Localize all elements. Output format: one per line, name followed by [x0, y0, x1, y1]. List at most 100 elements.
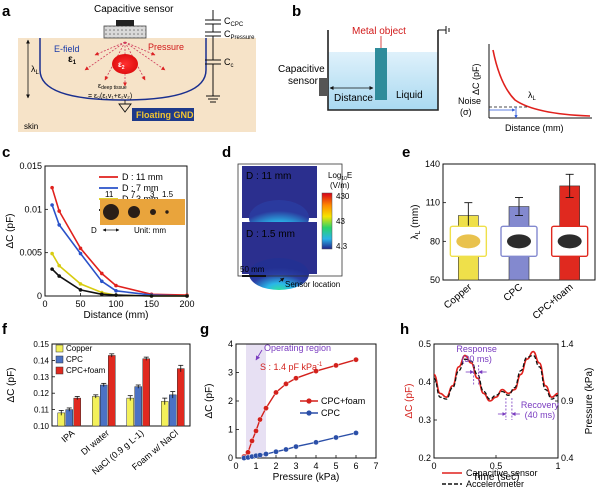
sample-disc	[103, 204, 119, 220]
capacitive-sensor-block	[319, 78, 328, 96]
decay-curve	[492, 49, 591, 117]
y-axis-label: λL (mm)	[410, 204, 422, 239]
panel-letter: h	[400, 321, 409, 338]
sensitivity-exponent: -1	[317, 362, 323, 368]
sample-disc-icon	[456, 234, 481, 249]
x-tick-label: 0	[42, 299, 47, 309]
mini-plot-xlabel: Distance (mm)	[505, 123, 564, 133]
scale-bar-label: 50 mm	[240, 265, 265, 274]
data-point	[50, 185, 54, 190]
inset-number: 11	[105, 190, 114, 199]
c-pressure-label: CPressure	[224, 29, 255, 41]
data-point	[313, 368, 319, 374]
legend-label: Copper	[66, 344, 93, 353]
colorbar	[321, 192, 333, 250]
category-label: IPA	[60, 428, 77, 445]
panel-b: b Metal object Capacitive sensor Distanc…	[278, 3, 592, 133]
y-tick-label: 0.4	[418, 377, 431, 387]
top-distance-label: D : 11 mm	[246, 171, 291, 182]
data-point	[283, 381, 289, 387]
panel-letter: g	[200, 321, 209, 338]
data-point	[57, 223, 61, 227]
y-tick-label: 4	[228, 339, 233, 349]
bar	[92, 396, 100, 427]
x-tick-label: 3	[293, 461, 298, 471]
x-tick-label: 1	[253, 461, 258, 471]
y-right-axis-label: Pressure (kPa)	[584, 368, 595, 435]
y-axis-label-sub: L	[415, 231, 422, 235]
x-tick-label: 100	[108, 299, 123, 309]
x-tick-label: 4	[313, 461, 318, 471]
sample-disc-icon	[557, 234, 582, 249]
chart-g: 0 1 2 3 4 0 1 2 3 4 5 6 7 CPC+foam CPC Operating region…	[204, 339, 379, 483]
c-c-label: Cc	[224, 57, 234, 69]
x-tick-label: 0	[233, 461, 238, 471]
colorbar-unit: (V/m)	[330, 181, 350, 190]
data-point	[263, 405, 269, 411]
data-point	[353, 356, 359, 363]
panel-a: a Capacitive sensor ε2 ε1 E-field Pressu…	[2, 3, 256, 132]
x-axis-label: Distance (mm)	[83, 310, 148, 321]
x-tick-label: 150	[144, 299, 159, 309]
data-point	[333, 362, 339, 369]
chart-e: 50 80 110 140 Copper CPC CPC+foam λL (mm)	[410, 159, 596, 322]
bar	[73, 397, 81, 427]
operating-region	[246, 344, 266, 458]
data-point	[57, 263, 61, 268]
noise-label: Noise	[458, 96, 481, 106]
data-point	[273, 448, 279, 455]
panel-letter: a	[2, 3, 11, 20]
data-point	[257, 416, 263, 423]
y-tick-label: 50	[430, 275, 440, 285]
y-tick-label: 80	[430, 236, 440, 246]
sensor-label: Capacitive	[278, 64, 325, 75]
efield-boundary	[39, 38, 207, 101]
x-tick-label: 200	[179, 299, 194, 309]
y-axis-label-symbol: λ	[410, 235, 421, 240]
y-tick-label: 0	[37, 291, 42, 301]
panel-g: g 0 1 2 3 4 0 1 2 3 4 5 6 7 CPC+foam CPC Operating regi…	[200, 321, 379, 483]
eps2-label: ε2	[118, 60, 125, 71]
recovery-label: Recovery	[521, 400, 560, 410]
lambda-label: λL	[528, 90, 537, 102]
eps-deep-formula: = ε₀(ε₁v₁+ε₂v₂)	[88, 93, 132, 100]
legend-swatch	[55, 344, 64, 353]
y-tick-label: 3	[228, 368, 233, 378]
data-point	[263, 451, 269, 457]
sensitivity-label: S : 1.4 pF kPa-1	[260, 362, 323, 372]
legend-swatch	[55, 355, 64, 364]
floating-gnd-box	[132, 108, 194, 121]
data-point	[50, 203, 54, 207]
sensor-chip-icon	[116, 20, 134, 26]
y-tick-label: 0	[228, 453, 233, 463]
data-point	[253, 428, 259, 434]
y-tick-label: 1	[228, 425, 233, 435]
data-point	[114, 283, 118, 288]
y-tick-label: 0.015	[19, 161, 42, 171]
bar	[161, 401, 169, 427]
y-tick-label: 0.10	[33, 422, 49, 431]
data-point	[283, 446, 289, 453]
category-label: CPC	[502, 282, 525, 304]
y-tick-label: 2	[228, 396, 233, 406]
data-point	[114, 293, 118, 297]
y-axis-label: ΔC (pF)	[5, 213, 16, 248]
skin-label: skin	[24, 122, 38, 131]
colorbar-tick: 4.3	[336, 242, 348, 251]
x-tick-label: 2	[273, 461, 278, 471]
eps1-label: ε1	[68, 54, 77, 66]
y-tick-label: 0.005	[19, 248, 42, 258]
panel-d: d D : 11 mm D : 1.5 mm Log10E (V/m) 430 …	[222, 144, 352, 290]
data-point	[78, 251, 83, 256]
y-tick-label: 0.14	[33, 356, 49, 365]
data-point	[149, 294, 154, 298]
legend-label: Capacitive sensor	[466, 468, 538, 478]
y-tick-label: 0.3	[418, 415, 431, 425]
x-tick-label: 5	[333, 461, 338, 471]
colorbar-tick: 43	[336, 217, 345, 226]
data-point	[100, 292, 104, 297]
y-axis-label-unit: (mm)	[410, 204, 421, 230]
data-point	[353, 430, 359, 436]
panel-c: c 0 0.005 0.01 0.015 0 50 100 150 200 D : 11 mmD …	[2, 144, 195, 321]
bar	[169, 394, 177, 427]
